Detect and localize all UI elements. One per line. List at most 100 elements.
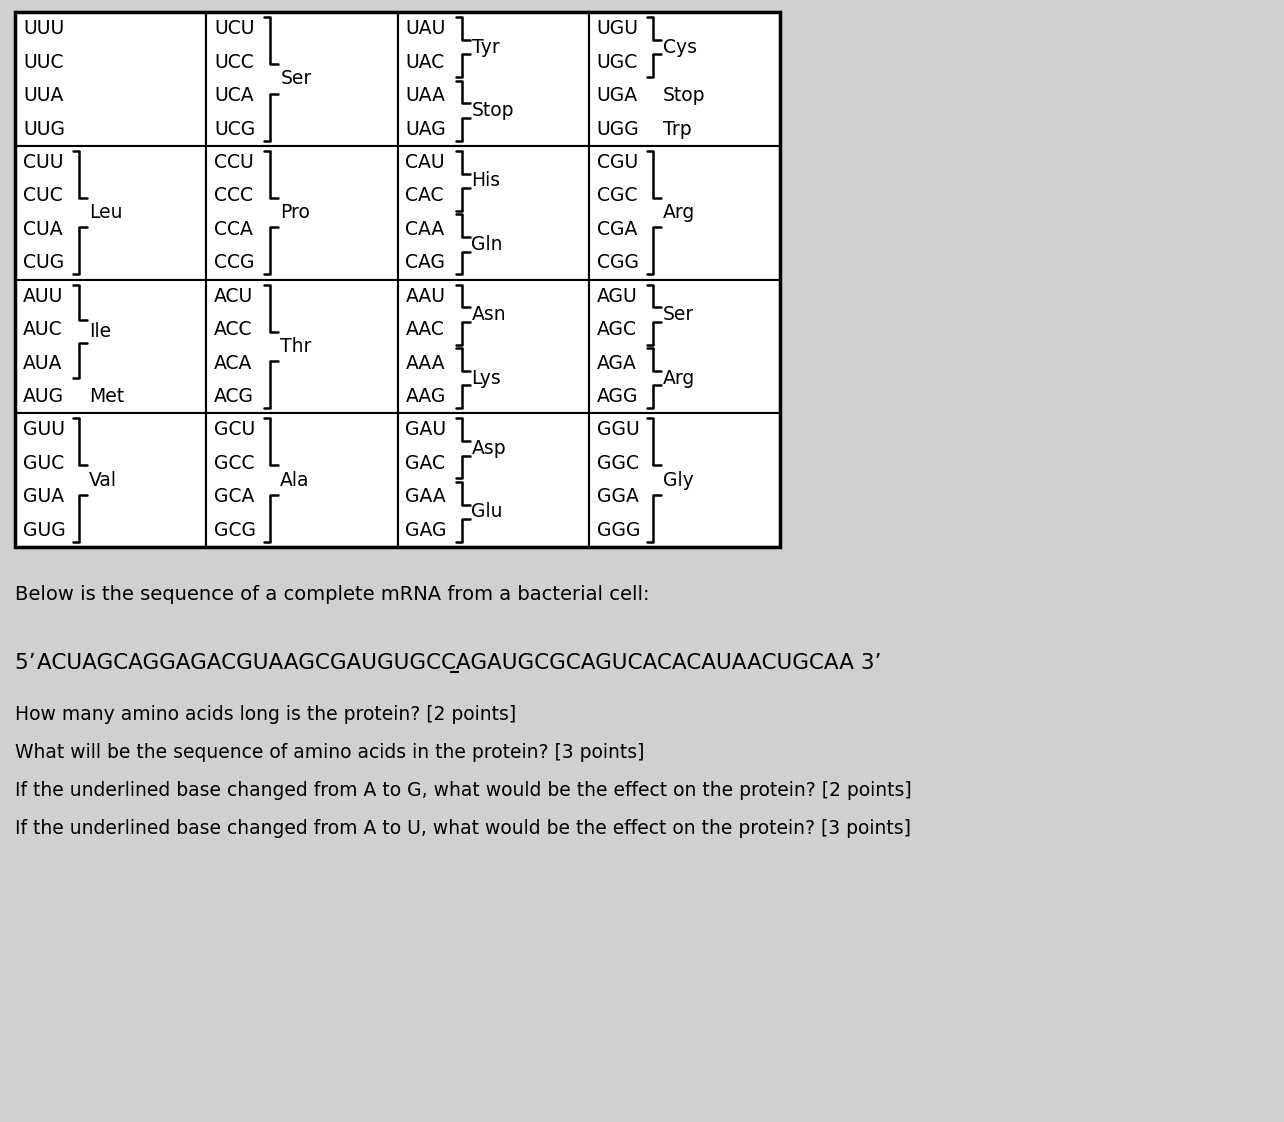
Text: UGA: UGA	[597, 86, 638, 105]
Text: Ile: Ile	[89, 322, 112, 341]
Bar	[589, 413, 779, 548]
Text: Arg: Arg	[663, 203, 695, 222]
Text: GAA: GAA	[406, 487, 447, 506]
Text: Leu: Leu	[89, 203, 122, 222]
Text: UUC: UUC	[23, 53, 63, 72]
Text: ACUAGCAGGAGACGUAAGCGAUGUGCCAGAUGCGCAGUCACACAUAACUGCAA 3’: ACUAGCAGGAGACGUAAGCGAUGUGCCAGAUGCGCAGUCA…	[37, 653, 881, 673]
Text: CUA: CUA	[23, 220, 63, 239]
Text: CUC: CUC	[23, 186, 63, 205]
Bar	[589, 12, 779, 146]
Bar	[207, 12, 398, 146]
Text: AUC: AUC	[23, 320, 63, 339]
Text: CAA: CAA	[406, 220, 444, 239]
Bar	[398, 12, 589, 146]
Bar	[398, 279, 589, 413]
Text: CAU: CAU	[406, 153, 446, 172]
Text: GCA: GCA	[214, 487, 254, 506]
Text: GCG: GCG	[214, 521, 257, 540]
Text: AUG: AUG	[23, 387, 64, 406]
Text: GCU: GCU	[214, 421, 256, 440]
Text: Ser: Ser	[280, 70, 312, 89]
Text: CUU: CUU	[23, 153, 63, 172]
Text: ACG: ACG	[214, 387, 254, 406]
Text: Arg: Arg	[663, 369, 695, 387]
Text: AAG: AAG	[406, 387, 446, 406]
Text: Glu: Glu	[471, 503, 503, 522]
Text: AGC: AGC	[597, 320, 637, 339]
Text: Asn: Asn	[471, 305, 506, 324]
Text: GGU: GGU	[597, 421, 639, 440]
Bar	[15, 413, 207, 548]
Text: Gly: Gly	[663, 470, 693, 489]
Text: UAC: UAC	[406, 53, 444, 72]
Text: Asp: Asp	[471, 439, 506, 458]
Text: CUG: CUG	[23, 254, 64, 273]
Text: CCC: CCC	[214, 186, 253, 205]
Text: Pro: Pro	[280, 203, 311, 222]
Text: UCC: UCC	[214, 53, 254, 72]
Bar	[398, 146, 589, 279]
Text: ACA: ACA	[214, 353, 253, 373]
Text: If the underlined base changed from A to G, what would be the effect on the prot: If the underlined base changed from A to…	[15, 781, 912, 800]
Text: CCG: CCG	[214, 254, 254, 273]
Text: Stop: Stop	[471, 101, 514, 120]
Text: His: His	[471, 172, 501, 191]
Text: CCU: CCU	[214, 153, 254, 172]
Text: UGG: UGG	[597, 120, 639, 138]
Bar	[207, 279, 398, 413]
Text: CGA: CGA	[597, 220, 637, 239]
Text: UGU: UGU	[597, 19, 638, 38]
Bar	[589, 146, 779, 279]
Text: GUG: GUG	[23, 521, 65, 540]
Text: AGA: AGA	[597, 353, 637, 373]
Text: Val: Val	[89, 470, 117, 489]
Text: GUU: GUU	[23, 421, 65, 440]
Text: How many amino acids long is the protein? [2 points]: How many amino acids long is the protein…	[15, 705, 516, 724]
Text: Trp: Trp	[663, 120, 691, 138]
Text: GGA: GGA	[597, 487, 638, 506]
Text: UCU: UCU	[214, 19, 254, 38]
Text: AUA: AUA	[23, 353, 63, 373]
Text: Stop: Stop	[663, 86, 705, 105]
Text: GAU: GAU	[406, 421, 447, 440]
Text: Gln: Gln	[471, 234, 503, 254]
Text: CAG: CAG	[406, 254, 446, 273]
Text: AGG: AGG	[597, 387, 638, 406]
Text: Below is the sequence of a complete mRNA from a bacterial cell:: Below is the sequence of a complete mRNA…	[15, 585, 650, 604]
Text: UAG: UAG	[406, 120, 447, 138]
Text: AAU: AAU	[406, 287, 446, 305]
Text: Cys: Cys	[663, 38, 697, 56]
Bar	[589, 279, 779, 413]
Bar	[15, 279, 207, 413]
Text: CCA: CCA	[214, 220, 253, 239]
Bar	[398, 413, 589, 548]
Text: CGC: CGC	[597, 186, 637, 205]
Text: UAA: UAA	[406, 86, 446, 105]
Text: 5’: 5’	[15, 653, 42, 673]
Bar	[15, 12, 207, 146]
Text: AGU: AGU	[597, 287, 637, 305]
Text: UUU: UUU	[23, 19, 64, 38]
Bar	[207, 413, 398, 548]
Text: CGG: CGG	[597, 254, 638, 273]
Text: UUA: UUA	[23, 86, 63, 105]
Text: Thr: Thr	[280, 337, 312, 356]
Text: Met: Met	[89, 387, 125, 406]
Bar	[207, 146, 398, 279]
Text: GGC: GGC	[597, 454, 638, 472]
Text: What will be the sequence of amino acids in the protein? [3 points]: What will be the sequence of amino acids…	[15, 743, 645, 762]
Bar	[15, 146, 207, 279]
Text: GUA: GUA	[23, 487, 64, 506]
Text: Ser: Ser	[663, 305, 693, 324]
Text: If the underlined base changed from A to U, what would be the effect on the prot: If the underlined base changed from A to…	[15, 819, 912, 838]
Text: UAU: UAU	[406, 19, 446, 38]
Text: UCA: UCA	[214, 86, 254, 105]
Text: UGC: UGC	[597, 53, 638, 72]
Text: CGU: CGU	[597, 153, 638, 172]
Text: GCC: GCC	[214, 454, 254, 472]
Text: UCG: UCG	[214, 120, 256, 138]
Text: GAG: GAG	[406, 521, 447, 540]
Text: AAA: AAA	[406, 353, 446, 373]
Text: UUG: UUG	[23, 120, 65, 138]
Text: Tyr: Tyr	[471, 38, 499, 56]
